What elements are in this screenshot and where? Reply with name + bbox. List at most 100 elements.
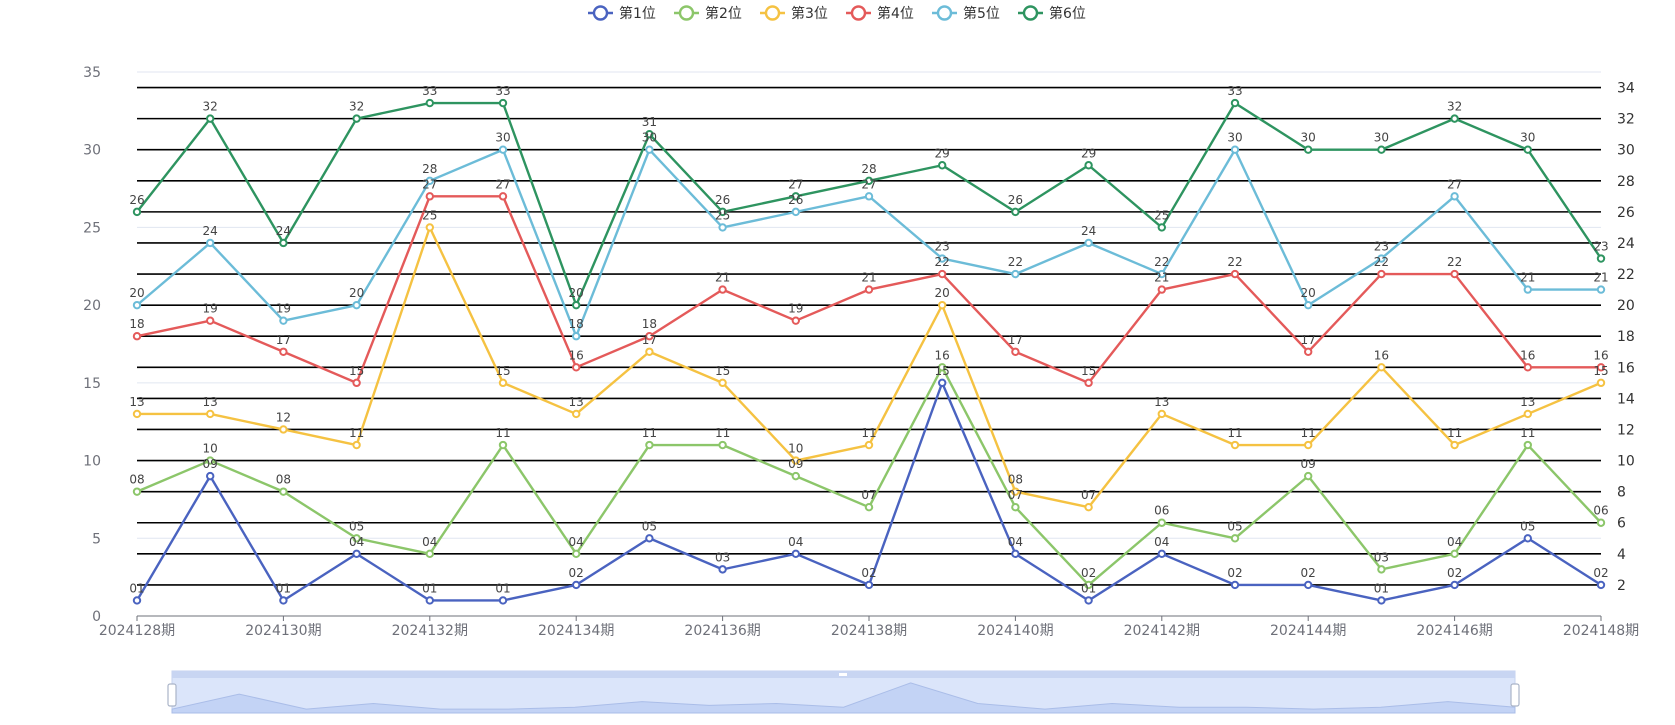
data-point[interactable] — [1157, 269, 1167, 279]
data-point[interactable] — [1523, 409, 1533, 419]
data-point[interactable] — [645, 347, 654, 356]
data-point[interactable] — [498, 145, 508, 154]
data-point[interactable] — [352, 300, 361, 310]
data-point[interactable] — [1157, 518, 1167, 527]
data-point[interactable] — [498, 192, 508, 201]
data-point[interactable] — [279, 425, 288, 434]
data-point[interactable] — [425, 192, 434, 201]
data-point[interactable] — [352, 549, 361, 559]
data-point[interactable] — [206, 238, 215, 248]
data-point[interactable] — [572, 549, 581, 559]
data-point[interactable] — [279, 316, 288, 325]
data-point[interactable] — [1377, 254, 1386, 263]
data-point[interactable] — [1230, 440, 1240, 450]
data-point[interactable] — [206, 456, 215, 465]
data-point[interactable] — [132, 596, 142, 605]
data-point[interactable] — [938, 378, 947, 388]
data-point[interactable] — [572, 363, 581, 372]
data-point[interactable] — [938, 161, 947, 170]
data-point[interactable] — [791, 456, 800, 465]
data-point[interactable] — [425, 596, 434, 605]
data-point[interactable] — [791, 549, 800, 559]
data-point[interactable] — [938, 363, 947, 372]
data-point[interactable] — [1011, 549, 1020, 559]
data-point[interactable] — [1377, 596, 1386, 605]
data-point[interactable] — [1157, 223, 1167, 232]
data-point[interactable] — [1084, 596, 1093, 605]
data-point[interactable] — [1011, 347, 1020, 356]
zoom-handle-right[interactable] — [1510, 683, 1520, 707]
data-point[interactable] — [1450, 440, 1459, 450]
data-point[interactable] — [1450, 114, 1459, 123]
data-point[interactable] — [645, 332, 654, 341]
data-point[interactable] — [864, 285, 874, 294]
data-point[interactable] — [352, 534, 361, 543]
data-point[interactable] — [1011, 207, 1020, 217]
data-point[interactable] — [1450, 269, 1459, 279]
data-point[interactable] — [425, 223, 434, 232]
data-point[interactable] — [1450, 580, 1459, 590]
legend-item-4[interactable]: 第4位 — [846, 5, 914, 22]
data-point[interactable] — [352, 114, 361, 123]
data-point[interactable] — [1084, 378, 1093, 388]
data-point[interactable] — [1084, 238, 1093, 248]
data-point[interactable] — [1304, 347, 1313, 356]
data-point[interactable] — [718, 207, 727, 217]
data-point[interactable] — [1596, 580, 1606, 590]
data-point[interactable] — [791, 316, 800, 325]
data-point[interactable] — [1157, 549, 1167, 559]
drag-handle-icon[interactable] — [839, 673, 847, 676]
data-point[interactable] — [1230, 98, 1240, 108]
data-point[interactable] — [1596, 378, 1606, 388]
data-point[interactable] — [1596, 254, 1606, 263]
data-point[interactable] — [791, 207, 800, 217]
data-point[interactable] — [279, 596, 288, 605]
data-point[interactable] — [279, 487, 288, 496]
data-point[interactable] — [791, 471, 800, 481]
data-point[interactable] — [1377, 269, 1386, 279]
data-point[interactable] — [279, 238, 288, 248]
data-point[interactable] — [572, 409, 581, 419]
data-point[interactable] — [864, 503, 874, 512]
data-point[interactable] — [864, 192, 874, 201]
data-point[interactable] — [645, 534, 654, 543]
data-point[interactable] — [718, 285, 727, 294]
data-point[interactable] — [206, 114, 215, 123]
data-point[interactable] — [718, 440, 727, 450]
data-point[interactable] — [1450, 549, 1459, 559]
data-point[interactable] — [132, 332, 142, 341]
data-point[interactable] — [498, 596, 508, 605]
data-point[interactable] — [1304, 471, 1313, 481]
data-point[interactable] — [718, 378, 727, 388]
legend-item-1[interactable]: 第1位 — [588, 5, 656, 22]
data-point[interactable] — [791, 192, 800, 201]
data-point[interactable] — [425, 176, 434, 186]
data-point[interactable] — [1377, 565, 1386, 574]
data-point[interactable] — [1523, 440, 1533, 450]
data-point[interactable] — [1157, 409, 1167, 419]
data-point[interactable] — [572, 332, 581, 341]
data-point[interactable] — [1523, 363, 1533, 372]
data-point[interactable] — [1377, 363, 1386, 372]
data-point[interactable] — [132, 487, 142, 496]
data-point[interactable] — [1230, 269, 1240, 279]
data-point[interactable] — [1304, 300, 1313, 310]
data-point[interactable] — [1596, 363, 1606, 372]
data-point[interactable] — [352, 378, 361, 388]
data-point[interactable] — [1230, 580, 1240, 590]
data-point[interactable] — [645, 129, 654, 139]
data-point[interactable] — [1084, 161, 1093, 170]
zoom-handle-left[interactable] — [167, 683, 177, 707]
data-point[interactable] — [1596, 285, 1606, 294]
data-point[interactable] — [1377, 145, 1386, 154]
data-point[interactable] — [1084, 503, 1093, 512]
data-point[interactable] — [864, 580, 874, 590]
data-point[interactable] — [645, 145, 654, 154]
data-point[interactable] — [718, 565, 727, 574]
data-point[interactable] — [1011, 269, 1020, 279]
data-point[interactable] — [1304, 580, 1313, 590]
data-point[interactable] — [572, 300, 581, 310]
data-point[interactable] — [938, 300, 947, 310]
data-point[interactable] — [864, 176, 874, 186]
data-point[interactable] — [132, 300, 142, 310]
